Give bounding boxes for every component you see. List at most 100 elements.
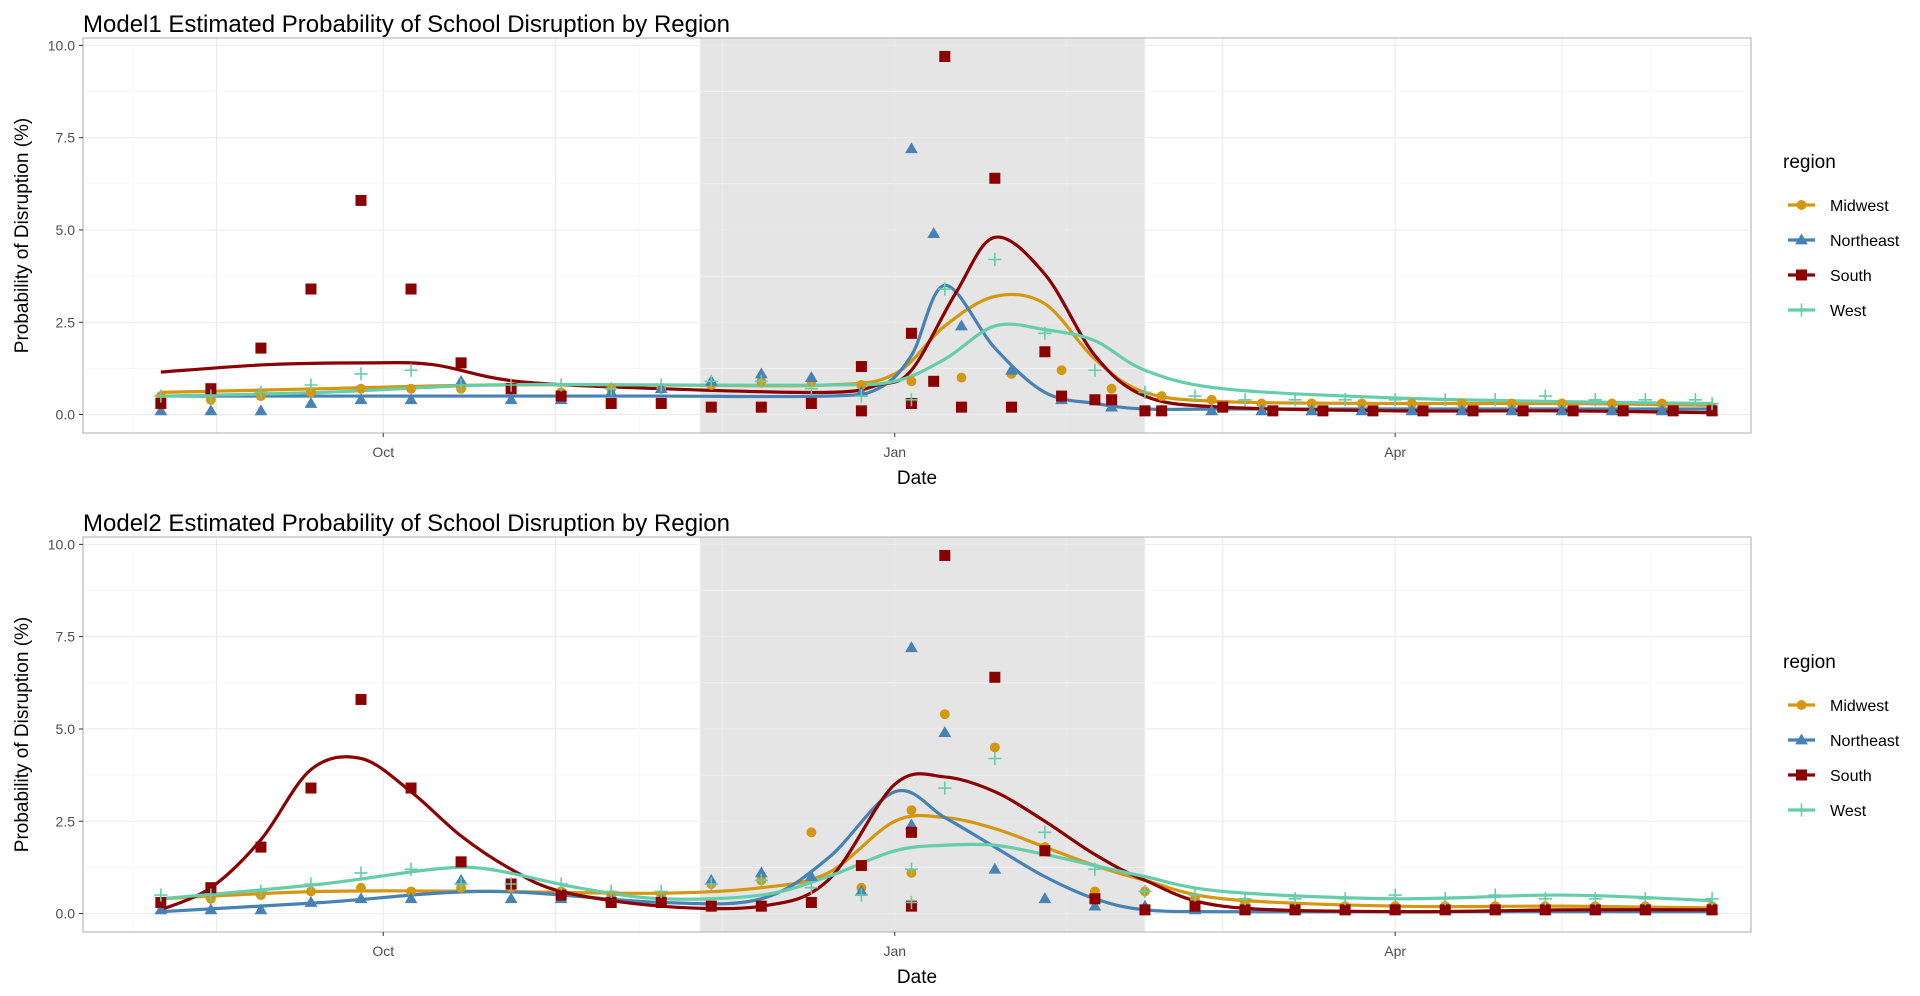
shaded-period — [700, 537, 1145, 932]
data-point-west — [704, 374, 718, 388]
x-tick-label: Apr — [1384, 444, 1406, 460]
data-point-west — [1388, 888, 1402, 902]
data-point-northeast — [1505, 404, 1519, 416]
data-point-west — [504, 877, 518, 891]
trend-line-south — [160, 235, 1713, 415]
data-point-south — [455, 357, 467, 369]
data-point-west — [204, 389, 218, 403]
data-point-northeast — [204, 404, 218, 416]
data-point-west — [1138, 385, 1152, 399]
panel-1: Model1 Estimated Probability of School D… — [12, 11, 1900, 489]
data-point-south — [1617, 405, 1629, 417]
data-point-northeast — [154, 903, 168, 915]
data-point-northeast — [804, 371, 818, 383]
data-point-west — [304, 877, 318, 891]
data-point-northeast — [504, 892, 518, 904]
data-point-west — [988, 751, 1002, 766]
data-point-west — [654, 378, 668, 392]
y-tick-label: 5.0 — [56, 222, 76, 238]
data-point-midwest — [356, 882, 366, 893]
x-tick-label: Jan — [883, 943, 906, 959]
data-point-northeast — [204, 903, 218, 915]
data-point-midwest — [906, 805, 917, 816]
data-point-south — [1567, 405, 1579, 417]
data-point-northeast — [1088, 899, 1102, 911]
data-point-south — [1106, 394, 1118, 406]
data-point-west — [1038, 825, 1052, 839]
data-point-west — [804, 881, 818, 895]
data-point-northeast — [154, 404, 168, 416]
data-point-northeast — [1005, 363, 1018, 375]
data-point-south — [455, 856, 467, 868]
data-point-west — [154, 389, 168, 403]
data-point-northeast — [905, 641, 918, 653]
data-point-south — [1289, 904, 1301, 916]
x-axis-title: Date — [897, 967, 937, 988]
x-tick-label: Jan — [883, 444, 906, 460]
data-point-northeast — [1655, 404, 1669, 416]
data-point-northeast — [1305, 404, 1319, 416]
data-point-west — [1638, 393, 1652, 407]
data-point-west — [1238, 892, 1252, 906]
y-tick-label: 10.0 — [48, 536, 75, 552]
data-point-west — [554, 877, 568, 891]
data-point-south — [1056, 390, 1068, 402]
data-point-northeast — [304, 396, 318, 408]
data-point-west — [1338, 393, 1352, 407]
data-point-south — [1156, 405, 1168, 417]
y-tick-label: 0.0 — [56, 407, 76, 423]
x-tick-label: Apr — [1384, 943, 1406, 959]
data-point-south — [305, 283, 317, 295]
data-point-south — [1267, 405, 1279, 417]
legend-label-south: South — [1830, 768, 1872, 785]
data-point-south — [305, 782, 317, 794]
data-point-south — [1089, 394, 1101, 406]
data-point-west — [754, 873, 768, 887]
legend-key-marker-west — [1794, 803, 1809, 817]
data-point-west — [654, 884, 668, 898]
plot-frame — [82, 536, 1752, 933]
data-point-south — [1467, 405, 1479, 417]
data-point-west — [1188, 389, 1202, 403]
data-point-south — [1367, 405, 1379, 417]
data-point-west — [854, 389, 868, 403]
data-point-south — [905, 327, 917, 339]
legend-label-west: West — [1830, 803, 1867, 820]
x-tick-label: Oct — [372, 444, 394, 460]
data-point-northeast — [1205, 404, 1219, 416]
data-point-south — [705, 401, 717, 413]
data-point-west — [1538, 892, 1552, 906]
data-point-west — [904, 862, 919, 876]
data-point-west — [854, 888, 868, 902]
data-point-west — [404, 862, 418, 876]
legend-label-northeast: Northeast — [1830, 233, 1900, 250]
data-point-south — [905, 826, 917, 838]
data-point-south — [255, 342, 267, 354]
legend-title: region — [1783, 652, 1836, 673]
chart-title: Model1 Estimated Probability of School D… — [83, 11, 730, 38]
data-point-south — [1089, 893, 1101, 905]
data-point-midwest — [1456, 398, 1467, 409]
data-point-west — [1705, 396, 1719, 411]
trend-line-west — [160, 842, 1713, 903]
data-point-midwest — [806, 827, 817, 838]
data-point-west — [1238, 393, 1252, 407]
data-point-west — [454, 378, 468, 392]
legend-key-marker-northeast — [1795, 733, 1808, 745]
data-point-midwest — [356, 383, 366, 394]
data-point-northeast — [1555, 404, 1569, 416]
data-point-west — [1188, 888, 1202, 902]
data-point-northeast — [1038, 892, 1052, 904]
data-point-south — [1639, 904, 1651, 916]
data-point-west — [204, 888, 218, 902]
data-point-northeast — [754, 866, 768, 878]
legend: region Midwest Northeast South West — [1783, 152, 1900, 320]
data-point-west — [554, 378, 568, 392]
data-point-south — [1317, 405, 1329, 417]
data-point-west — [254, 385, 268, 399]
data-point-south — [805, 896, 817, 908]
data-point-west — [1338, 892, 1352, 906]
x-tick-label: Oct — [372, 943, 394, 959]
